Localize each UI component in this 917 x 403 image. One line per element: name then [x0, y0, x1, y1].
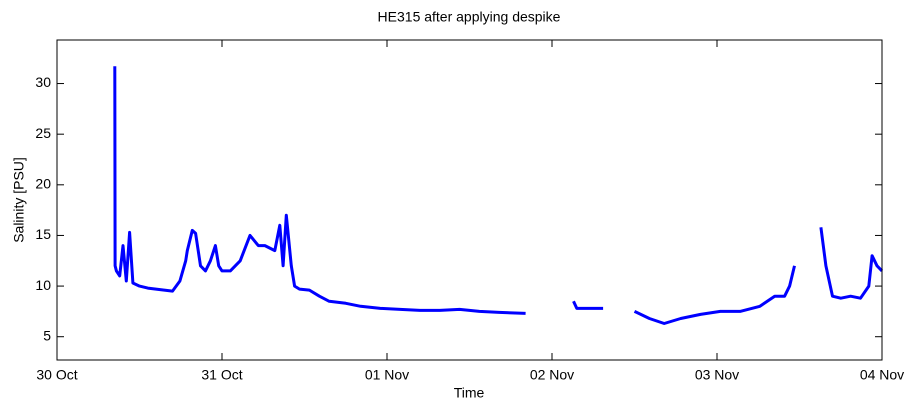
- x-tick-label: 01 Nov: [365, 367, 409, 383]
- x-tick-label: 03 Nov: [695, 367, 739, 383]
- x-tick-label: 04 Nov: [860, 367, 904, 383]
- y-tick-label: 15: [35, 226, 51, 242]
- y-axis-label: Salinity [PSU]: [11, 157, 27, 243]
- plot-frame: [56, 39, 883, 361]
- data-line: [113, 66, 884, 325]
- y-tick-label: 20: [35, 176, 51, 192]
- x-axis-label: Time: [454, 385, 485, 401]
- y-tick-label: 10: [35, 277, 51, 293]
- y-tick-label: 30: [35, 74, 51, 90]
- x-tick-label: 02 Nov: [530, 367, 574, 383]
- y-tick-label: 25: [35, 125, 51, 141]
- x-tick-label: 30 Oct: [36, 367, 77, 383]
- x-tick-label: 31 Oct: [201, 367, 242, 383]
- chart-title: HE315 after applying despike: [378, 9, 561, 25]
- y-tick-label: 5: [43, 327, 51, 343]
